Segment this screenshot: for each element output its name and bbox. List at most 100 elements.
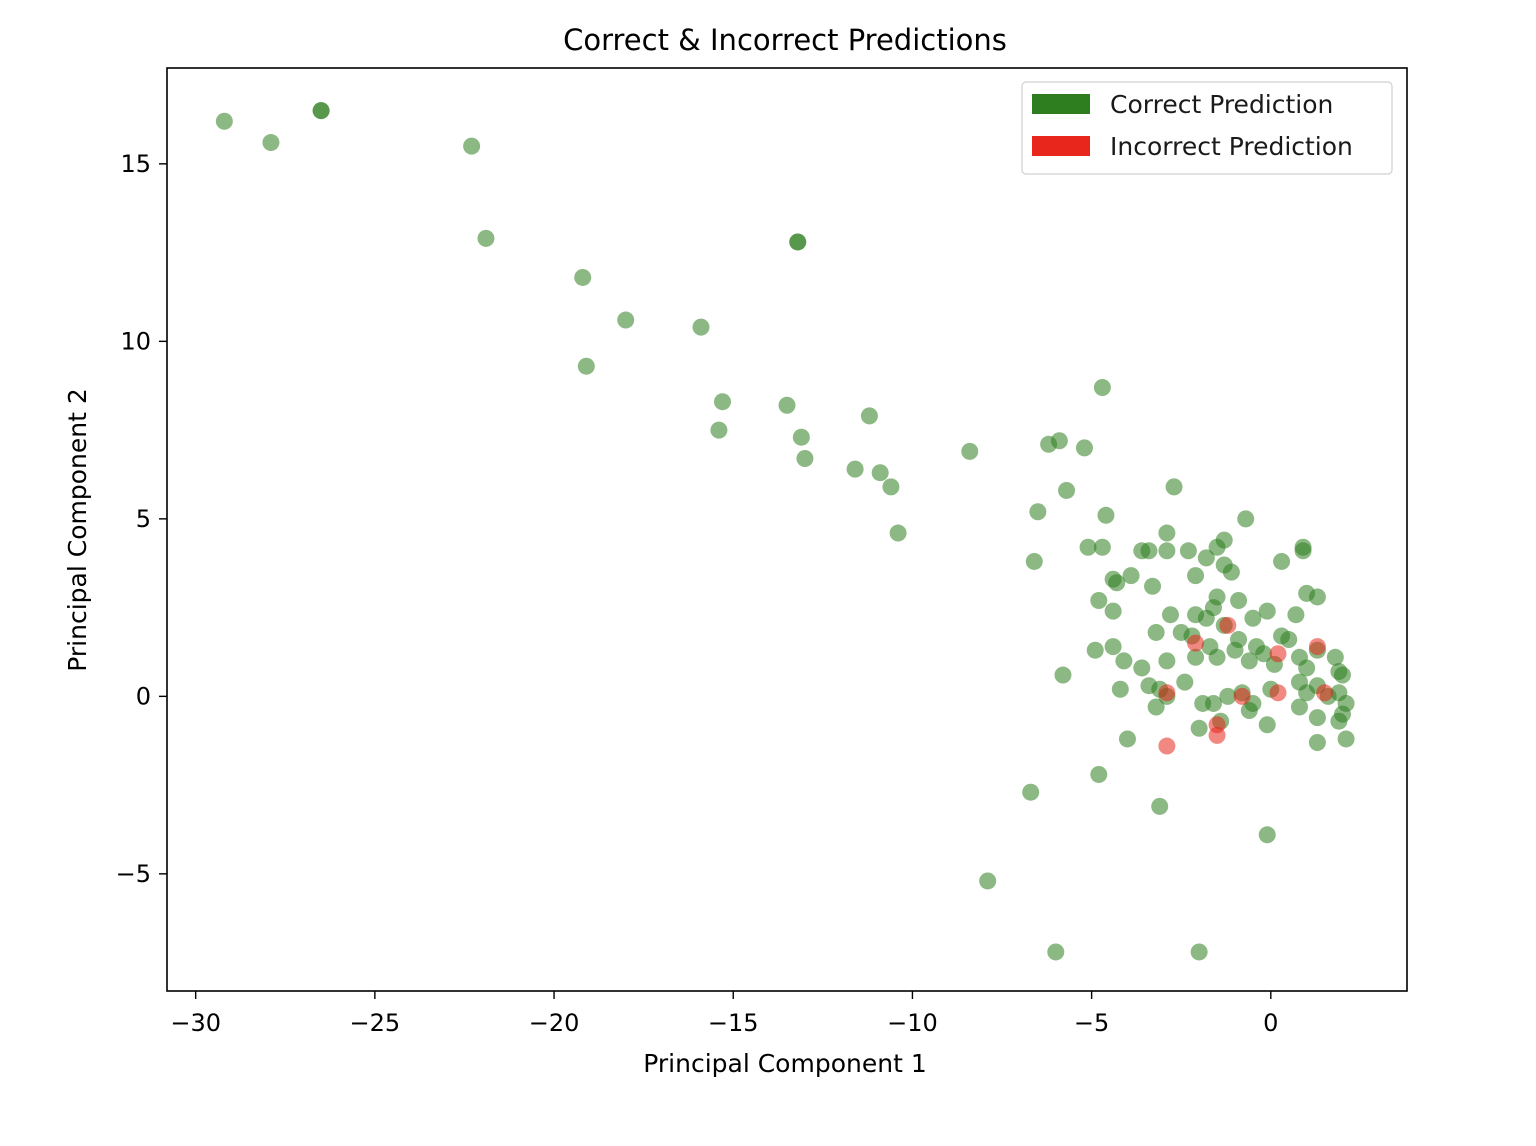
correct-point [1104, 638, 1122, 656]
chart-title: Correct & Incorrect Predictions [563, 23, 1007, 57]
incorrect-point [1219, 616, 1237, 634]
correct-point [1147, 698, 1165, 716]
correct-point [1237, 510, 1255, 528]
correct-point [1197, 549, 1215, 567]
correct-point [1255, 645, 1273, 663]
correct-point [1294, 538, 1312, 556]
y-axis-label: Principal Component 2 [63, 388, 92, 671]
correct-point [1187, 648, 1205, 666]
correct-point [979, 872, 997, 890]
y-axis-ticks: −5 0 5 10 15 [116, 150, 167, 888]
y-tick-label: 15 [120, 150, 151, 178]
incorrect-point [1316, 684, 1334, 702]
x-tick-label: −5 [1074, 1009, 1109, 1037]
y-tick-label: −5 [116, 860, 151, 888]
correct-point [789, 233, 807, 251]
correct-point [1197, 609, 1215, 627]
correct-point [1240, 702, 1258, 720]
correct-point [1258, 602, 1276, 620]
x-tick-label: −15 [708, 1009, 759, 1037]
correct-point [1190, 719, 1208, 737]
y-tick-label: 10 [120, 327, 151, 355]
x-tick-label: −10 [887, 1009, 938, 1037]
incorrect-point [1158, 737, 1176, 755]
correct-point [1118, 730, 1136, 748]
correct-point [477, 229, 495, 247]
correct-point [1204, 694, 1222, 712]
correct-point [1054, 666, 1072, 684]
legend: Correct Prediction Incorrect Prediction [1021, 81, 1393, 175]
correct-point [1079, 538, 1097, 556]
correct-point [860, 407, 878, 425]
correct-point [1158, 652, 1176, 670]
correct-point [1144, 577, 1162, 595]
x-tick-label: −20 [529, 1009, 580, 1037]
correct-point [792, 428, 810, 446]
correct-point [1258, 826, 1276, 844]
incorrect-point [1187, 634, 1205, 652]
correct-point [1086, 641, 1104, 659]
correct-point [692, 318, 710, 336]
x-tick-label: 0 [1263, 1009, 1278, 1037]
correct-point [1222, 563, 1240, 581]
correct-point [215, 112, 233, 130]
legend-label-incorrect: Incorrect Prediction [1110, 132, 1353, 161]
correct-point [1093, 538, 1111, 556]
correct-point [1115, 652, 1133, 670]
correct-point [1108, 574, 1126, 592]
correct-point [1244, 609, 1262, 627]
correct-point [1140, 542, 1158, 560]
correct-point [1258, 716, 1276, 734]
correct-point [1219, 687, 1237, 705]
correct-point [846, 460, 864, 478]
correct-point [1230, 592, 1248, 609]
correct-point [463, 137, 481, 155]
y-tick-label: 0 [136, 682, 151, 710]
legend-swatch-incorrect [1032, 136, 1090, 156]
correct-point [871, 464, 889, 482]
incorrect-point [1269, 684, 1287, 702]
correct-point [1075, 439, 1093, 457]
correct-point [1190, 943, 1208, 961]
correct-point [1161, 606, 1179, 624]
correct-point [617, 311, 635, 329]
x-tick-label: −30 [170, 1009, 221, 1037]
correct-point [1273, 552, 1291, 570]
correct-point [1226, 641, 1244, 659]
correct-point [262, 134, 280, 152]
correct-point [961, 442, 979, 460]
correct-point [1308, 709, 1326, 727]
correct-point [1047, 943, 1065, 961]
correct-point [778, 396, 796, 414]
x-axis-label: Principal Component 1 [643, 1049, 926, 1078]
correct-point [882, 478, 900, 496]
correct-point [1208, 538, 1226, 556]
legend-swatch-correct [1032, 94, 1090, 114]
correct-point [1179, 542, 1197, 560]
correct-point [1122, 567, 1140, 585]
correct-point [796, 450, 814, 467]
legend-box [1021, 81, 1393, 175]
correct-point [1158, 542, 1176, 560]
incorrect-point [1233, 687, 1251, 705]
correct-point [1308, 734, 1326, 751]
correct-point [1290, 698, 1308, 716]
correct-point [1090, 765, 1108, 783]
correct-point [577, 357, 595, 375]
correct-point [889, 524, 907, 542]
correct-point [1165, 478, 1183, 496]
correct-point [1298, 659, 1316, 677]
x-axis-ticks: −30 −25 −20 −15 −10 −5 0 [170, 991, 1278, 1037]
correct-point [1025, 552, 1043, 570]
incorrect-point [1269, 645, 1287, 663]
correct-point [1093, 379, 1111, 396]
correct-point [710, 421, 728, 439]
correct-point [1333, 666, 1351, 684]
correct-point [1187, 567, 1205, 585]
correct-point [312, 102, 330, 120]
correct-point [1240, 652, 1258, 670]
correct-point [574, 268, 592, 286]
correct-point [1029, 503, 1047, 521]
correct-point [1090, 592, 1108, 609]
